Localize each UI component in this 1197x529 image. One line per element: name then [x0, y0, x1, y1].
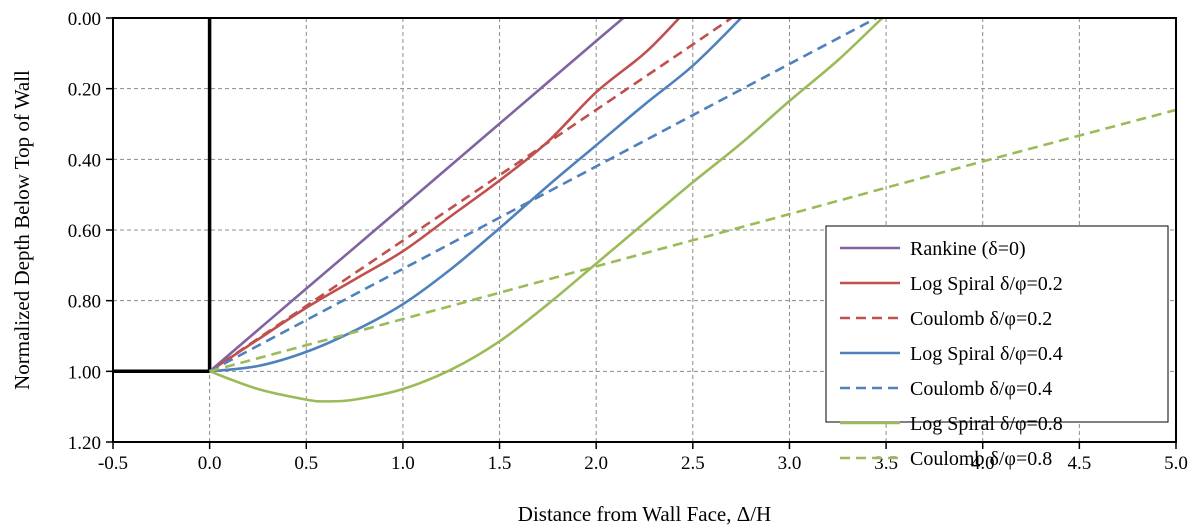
y-tick-label: 0.00: [68, 9, 101, 30]
series-line-rankine-0: [208, 18, 625, 373]
series-line-coulomb-0-4: [209, 18, 878, 373]
y-axis-title: Normalized Depth Below Top of Wall: [10, 70, 34, 390]
x-tick-label: 2.0: [584, 453, 608, 474]
legend: Rankine (δ=0) Log Spiral δ/φ=0.2 Coulomb δ…: [825, 225, 1169, 470]
series-line-log-spiral-0-8: [209, 18, 884, 403]
y-tick-labels: 0.00 0.20 0.40 0.60 0.80 1.00 1.20: [68, 9, 101, 454]
legend-label: Log Spiral δ/φ=0.2: [910, 273, 1063, 295]
x-tick-label: 1.0: [391, 453, 415, 474]
x-axis-title: Distance from Wall Face, Δ/H: [518, 502, 771, 526]
x-tick-label: 2.5: [681, 453, 705, 474]
legend-box: [825, 225, 1169, 423]
axis-ticks: [106, 17, 1177, 449]
legend-label: Coulomb δ/φ=0.4: [910, 378, 1052, 400]
x-tick-label: -0.5: [98, 453, 128, 474]
x-tick-label: 3.0: [778, 453, 802, 474]
legend-label: Log Spiral δ/φ=0.4: [910, 343, 1063, 365]
x-tick-label: 1.5: [488, 453, 512, 474]
series-line-log-spiral-0-4: [209, 18, 743, 373]
y-tick-label: 0.40: [68, 150, 101, 171]
series-lines: [208, 18, 1176, 403]
y-tick-label: 1.20: [68, 433, 101, 454]
series-line-coulomb-0-2: [208, 18, 733, 373]
x-tick-label: 0.5: [294, 453, 318, 474]
y-tick-label: 0.20: [68, 80, 101, 101]
x-tick-label: 3.5: [874, 453, 898, 474]
legend-label: Rankine (δ=0): [910, 238, 1026, 260]
wall-line: [113, 18, 212, 374]
series-line-log-spiral-0-2: [208, 18, 681, 373]
series-line-coulomb-0-8: [209, 108, 1176, 373]
x-tick-labels: -0.5 0.0 0.5 1.0 1.5 2.0 2.5 3.0 3.5 4.0 4.5 5.0: [98, 453, 1188, 474]
legend-label: Coulomb δ/φ=0.8: [910, 448, 1052, 470]
y-tick-label: 1.00: [68, 362, 101, 383]
legend-label: Log Spiral δ/φ=0.8: [910, 413, 1063, 435]
x-tick-label: 0.0: [198, 453, 222, 474]
legend-label: Coulomb δ/φ=0.2: [910, 308, 1052, 330]
y-tick-label: 0.60: [68, 221, 101, 242]
x-tick-label: 4.5: [1067, 453, 1091, 474]
y-tick-label: 0.80: [68, 292, 101, 313]
wall-outline: [113, 18, 212, 374]
legend-entries: Rankine (δ=0) Log Spiral δ/φ=0.2 Coulomb δ…: [840, 238, 1063, 470]
x-tick-label: 5.0: [1164, 453, 1188, 474]
x-tick-label: 4.0: [971, 453, 995, 474]
